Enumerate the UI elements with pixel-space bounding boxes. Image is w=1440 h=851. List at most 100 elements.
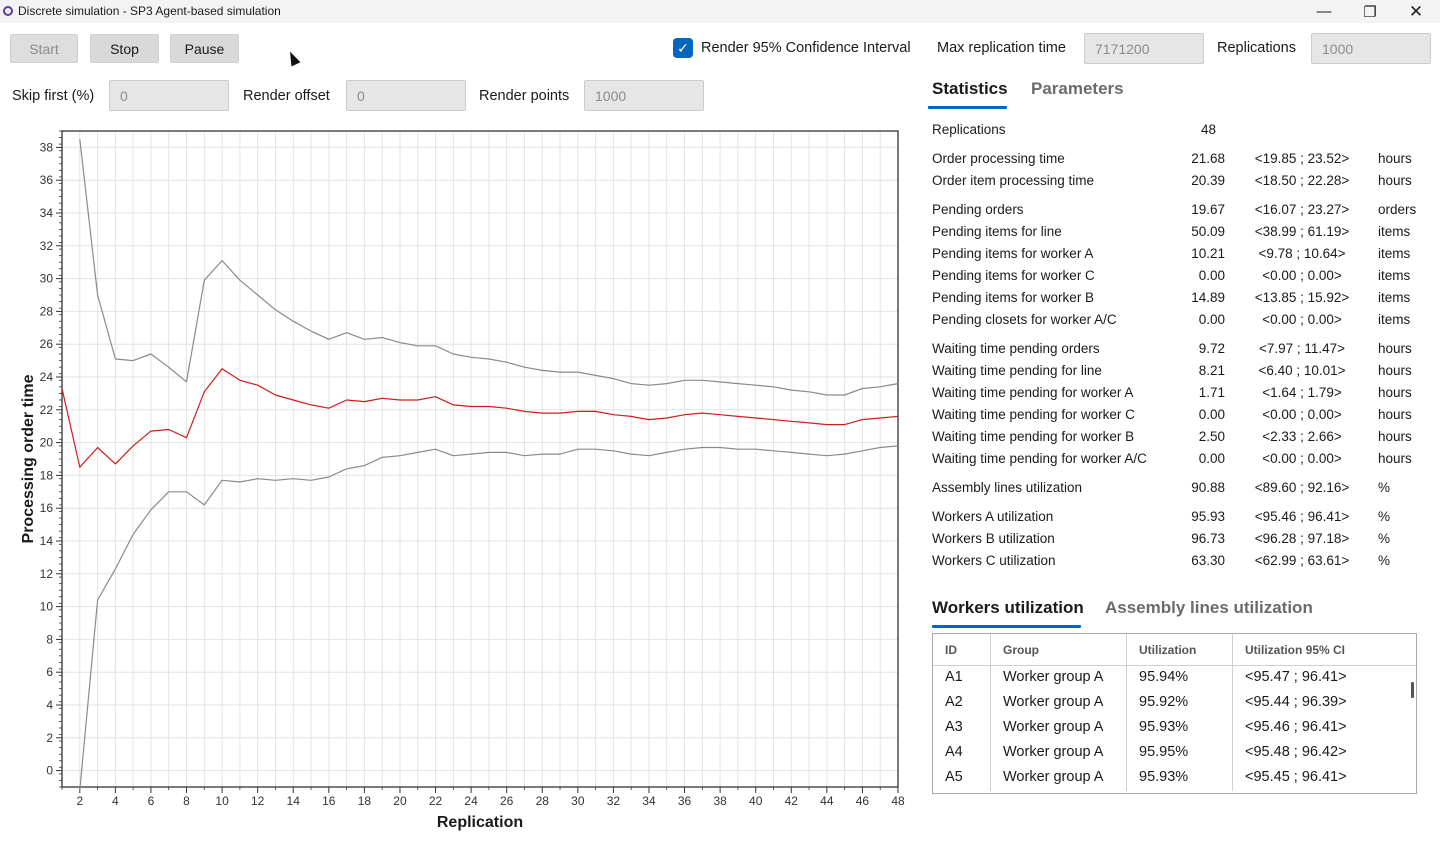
start-button[interactable]: Start: [10, 34, 78, 63]
render-points-label: Render points: [479, 88, 570, 104]
column-header-id[interactable]: ID: [933, 634, 991, 666]
x-tick-label: 46: [856, 794, 870, 808]
table-cell: Worker group A: [991, 691, 1127, 716]
stat-value: 2.50: [1198, 429, 1225, 444]
stat-ci: <6.40 ; 10.01>: [1258, 363, 1346, 378]
stat-name: Waiting time pending for worker C: [932, 407, 1135, 422]
stat-unit: %: [1378, 509, 1391, 524]
tab-parameters[interactable]: Parameters: [1031, 79, 1124, 98]
y-tick-label: 10: [40, 600, 54, 614]
render-ci-checkbox[interactable]: ✓: [673, 38, 693, 58]
stat-ci: <95.46 ; 96.41>: [1254, 509, 1350, 524]
stop-button[interactable]: Stop: [90, 34, 159, 63]
x-tick-label: 4: [112, 794, 119, 808]
stat-unit: hours: [1378, 151, 1412, 166]
stat-value: 9.72: [1198, 341, 1225, 356]
stat-name: Waiting time pending for worker A: [932, 385, 1134, 400]
window-title: Discrete simulation - SP3 Agent-based si…: [18, 4, 281, 18]
stat-value: 63.30: [1191, 553, 1225, 568]
stat-ci: <7.97 ; 11.47>: [1258, 341, 1346, 356]
stat-ci: <89.60 ; 92.16>: [1254, 480, 1350, 495]
y-tick-label: 24: [40, 370, 54, 384]
table-cell: 95.95%: [1127, 741, 1233, 766]
x-tick-label: 6: [148, 794, 155, 808]
tab-workers-utilization[interactable]: Workers utilization: [932, 598, 1084, 617]
table-cell: A3: [933, 716, 991, 741]
table-cell: 95.93%: [1127, 766, 1233, 791]
table-cell: <95.47 ; 96.41>: [1245, 669, 1347, 685]
stat-ci: <38.99 ; 61.19>: [1254, 224, 1350, 239]
stat-name: Pending closets for worker A/C: [932, 312, 1117, 327]
pause-button[interactable]: Pause: [170, 34, 239, 63]
plot-frame: [61, 130, 899, 788]
table-cell: A2: [933, 691, 991, 716]
stat-ci: <19.85 ; 23.52>: [1254, 151, 1350, 166]
table-row[interactable]: A1 Worker group A 95.94% <95.47 ; 96.41>: [933, 666, 1416, 691]
table-row[interactable]: A5 Worker group A 95.93% <95.45 ; 96.41>: [933, 766, 1416, 791]
render-offset-input[interactable]: 0: [346, 80, 466, 111]
workers-utilization-table: ID Group Utilization Utilization 95% CI …: [932, 633, 1417, 794]
stat-name: Waiting time pending for worker A/C: [932, 451, 1147, 466]
skip-first-label: Skip first (%): [12, 88, 95, 104]
stat-name: Workers B utilization: [932, 531, 1055, 546]
x-tick-label: 20: [393, 794, 407, 808]
y-tick-label: 0: [46, 764, 53, 778]
column-header-utilization-ci[interactable]: Utilization 95% CI: [1245, 643, 1346, 657]
stat-name: Workers A utilization: [932, 509, 1054, 524]
x-tick-label: 24: [464, 794, 478, 808]
stat-ci: <18.50 ; 22.28>: [1254, 173, 1350, 188]
x-tick-label: 26: [500, 794, 514, 808]
stat-name: Waiting time pending orders: [932, 341, 1100, 356]
x-tick-label: 44: [820, 794, 834, 808]
mouse-cursor-icon: [285, 49, 301, 67]
table-cell: Worker group A: [991, 766, 1127, 791]
y-tick-label: 12: [40, 567, 54, 581]
y-axis-title: Processing order time: [20, 374, 37, 543]
tab-statistics-underline: [928, 106, 1007, 109]
stat-name: Assembly lines utilization: [932, 480, 1083, 495]
table-header: ID Group Utilization Utilization 95% CI: [933, 634, 1416, 666]
stat-ci: <0.00 ; 0.00>: [1262, 451, 1342, 466]
skip-first-input[interactable]: 0: [109, 80, 229, 111]
stat-ci: <13.85 ; 15.92>: [1254, 290, 1350, 305]
column-header-utilization[interactable]: Utilization: [1127, 634, 1233, 666]
y-tick-label: 14: [40, 534, 54, 548]
table-scrollbar[interactable]: [1411, 682, 1414, 698]
minimize-icon[interactable]: —: [1316, 3, 1332, 20]
x-tick-label: 40: [749, 794, 763, 808]
y-tick-label: 22: [40, 403, 54, 417]
table-row[interactable]: A3 Worker group A 95.93% <95.46 ; 96.41>: [933, 716, 1416, 741]
series-line-lower-ci: [79, 445, 899, 791]
column-header-group[interactable]: Group: [991, 634, 1127, 666]
table-cell: <95.48 ; 96.42>: [1245, 744, 1347, 760]
maximize-icon[interactable]: ❐: [1363, 3, 1377, 21]
y-tick-label: 18: [40, 468, 54, 482]
table-cell: 95.94%: [1127, 666, 1233, 691]
stat-name: Order processing time: [932, 151, 1065, 166]
x-tick-label: 12: [251, 794, 265, 808]
table-row[interactable]: A2 Worker group A 95.92% <95.44 ; 96.39>: [933, 691, 1416, 716]
stat-value: 0.00: [1198, 451, 1225, 466]
x-tick-label: 18: [358, 794, 372, 808]
table-row[interactable]: A4 Worker group A 95.95% <95.48 ; 96.42>: [933, 741, 1416, 766]
tab-assembly-lines-utilization[interactable]: Assembly lines utilization: [1105, 598, 1313, 617]
stat-name: Pending orders: [932, 202, 1024, 217]
x-tick-label: 16: [322, 794, 336, 808]
x-tick-label: 42: [785, 794, 799, 808]
x-tick-label: 48: [891, 794, 905, 808]
x-tick-label: 22: [429, 794, 443, 808]
table-cell: 95.92%: [1127, 691, 1233, 716]
tab-statistics[interactable]: Statistics: [932, 79, 1008, 98]
render-points-input[interactable]: 1000: [584, 80, 704, 111]
stat-ci: <0.00 ; 0.00>: [1262, 268, 1342, 283]
stat-value: 96.73: [1191, 531, 1225, 546]
replications-input[interactable]: 1000: [1311, 33, 1431, 64]
y-tick-label: 26: [40, 337, 54, 351]
x-tick-label: 38: [713, 794, 727, 808]
close-icon[interactable]: ✕: [1408, 1, 1424, 21]
y-tick-label: 20: [40, 436, 54, 450]
max-replication-time-input[interactable]: 7171200: [1084, 33, 1204, 64]
table-cell: A1: [933, 666, 991, 691]
stat-value: 1.71: [1198, 385, 1225, 400]
